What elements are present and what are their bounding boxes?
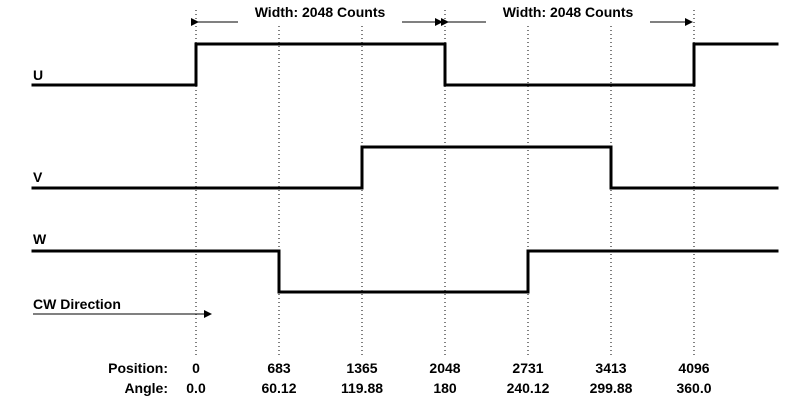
position-value-4: 2731	[512, 360, 543, 376]
waveform-w	[31, 249, 779, 294]
width-label-2: Width: 2048 Counts	[503, 4, 634, 20]
signal-label-v: V	[33, 169, 43, 185]
signal-label-w: W	[33, 231, 47, 247]
width-annotation-2: Width: 2048 Counts	[441, 4, 693, 26]
angle-value-2: 119.88	[341, 380, 383, 396]
angle-value-5: 299.88	[590, 380, 633, 396]
signal-label-u: U	[33, 67, 43, 83]
angle-value-3: 180	[433, 380, 457, 396]
waveforms	[31, 42, 779, 294]
angle-row-label: Angle:	[124, 380, 168, 396]
angle-value-1: 60.12	[261, 380, 296, 396]
direction-label: CW Direction	[33, 296, 121, 312]
width-annotation-1: Width: 2048 Counts	[191, 4, 443, 26]
angle-value-0: 0.0	[186, 380, 206, 396]
position-value-0: 0	[192, 360, 200, 376]
angle-values: 0.0 60.12 119.88 180 240.12 299.88 360.0	[186, 380, 711, 396]
position-value-6: 4096	[678, 360, 709, 376]
position-values: 0 683 1365 2048 2731 3413 4096	[192, 360, 710, 376]
position-value-2: 1365	[346, 360, 377, 376]
position-value-3: 2048	[429, 360, 460, 376]
waveform-u	[31, 42, 779, 87]
angle-value-6: 360.0	[676, 380, 711, 396]
waveform-v	[31, 145, 779, 190]
position-row-label: Position:	[108, 360, 168, 376]
angle-value-4: 240.12	[507, 380, 550, 396]
position-value-5: 3413	[595, 360, 626, 376]
width-label-1: Width: 2048 Counts	[255, 4, 386, 20]
position-value-1: 683	[267, 360, 291, 376]
position-gridlines	[195, 10, 695, 356]
